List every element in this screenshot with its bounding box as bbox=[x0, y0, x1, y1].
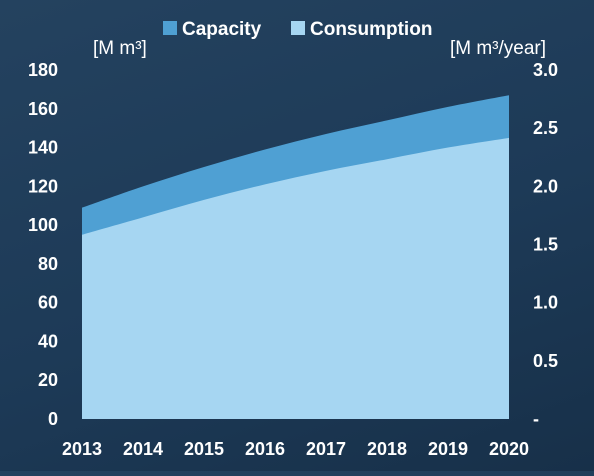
y-right-tick-label: - bbox=[533, 409, 539, 429]
y-right-tick-label: 1.0 bbox=[533, 293, 558, 313]
legend-label-consumption: Consumption bbox=[310, 19, 432, 40]
chart-legend: Capacity Consumption bbox=[163, 19, 432, 40]
y-left-tick-label: 60 bbox=[38, 293, 58, 313]
x-tick-label: 2020 bbox=[489, 439, 529, 459]
y-left-tick-label: 80 bbox=[38, 254, 58, 274]
y-right-tick-label: 0.5 bbox=[533, 351, 558, 371]
x-tick-label: 2018 bbox=[367, 439, 407, 459]
y-right-tick-label: 2.0 bbox=[533, 176, 558, 196]
area-consumption bbox=[82, 137, 509, 419]
legend-label-capacity: Capacity bbox=[182, 19, 262, 40]
x-tick-label: 2019 bbox=[428, 439, 468, 459]
legend-swatch-capacity bbox=[163, 21, 177, 35]
y-left-tick-label: 100 bbox=[28, 215, 58, 235]
x-tick-label: 2013 bbox=[62, 439, 102, 459]
left-axis-unit-label: [M m³] bbox=[93, 38, 147, 59]
y-left-tick-label: 180 bbox=[28, 60, 58, 80]
y-left-tick-label: 20 bbox=[38, 370, 58, 390]
x-tick-label: 2014 bbox=[123, 439, 163, 459]
y-left-tick-label: 160 bbox=[28, 99, 58, 119]
y-left-tick-label: 40 bbox=[38, 331, 58, 351]
y-right-tick-label: 3.0 bbox=[533, 60, 558, 80]
chart-areas bbox=[82, 95, 509, 419]
y-left-tick-label: 0 bbox=[48, 409, 58, 429]
x-tick-label: 2016 bbox=[245, 439, 285, 459]
x-tick-label: 2017 bbox=[306, 439, 346, 459]
x-tick-label: 2015 bbox=[184, 439, 224, 459]
legend-swatch-consumption bbox=[291, 21, 305, 35]
y-left-tick-label: 140 bbox=[28, 138, 58, 158]
y-right-tick-label: 1.5 bbox=[533, 235, 558, 255]
chart-axes: 0 20 40 60 80 100 120 140 160 180 - 0.5 1.0 1.5 2.0 2.5… bbox=[28, 60, 558, 459]
right-axis-unit-label: [M m³/year] bbox=[450, 38, 546, 59]
y-right-tick-label: 2.5 bbox=[533, 118, 558, 138]
y-left-tick-label: 120 bbox=[28, 176, 58, 196]
